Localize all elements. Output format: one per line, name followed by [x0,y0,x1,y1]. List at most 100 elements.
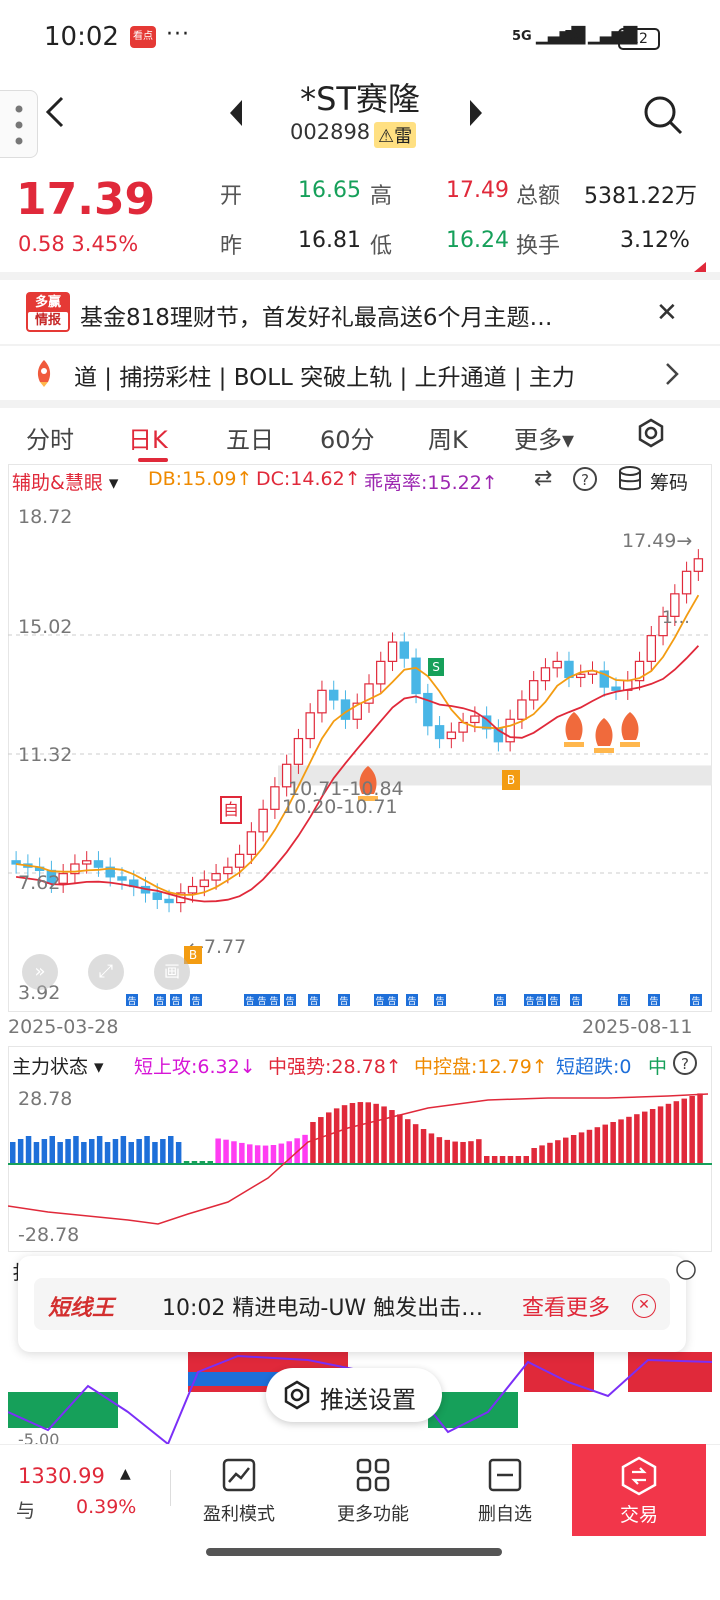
sub-bar [681,1098,687,1164]
current-price: 17.39 [16,174,156,225]
notice-marker-label: 告 [435,995,444,1007]
close-popup-icon[interactable]: ✕ [632,1294,656,1318]
tab-60min[interactable]: 60分 [320,426,375,454]
rocket-flame [564,742,584,747]
notice-marker-label: 告 [245,995,254,1007]
notice-marker-label: 告 [649,995,658,1007]
fast-forward-icon[interactable]: » [22,954,58,990]
database-icon[interactable] [618,466,642,492]
notification-card[interactable] [34,1278,670,1330]
price-change: 0.58 3.45% [18,232,139,256]
sub-bar [104,1142,111,1164]
svg-text:?: ? [581,471,589,489]
side-menu-handle[interactable] [0,90,38,158]
sub-bar [563,1137,569,1164]
sub-bar [365,1102,371,1164]
date-start: 2025-03-28 [8,1016,119,1038]
search-icon[interactable] [642,94,684,136]
settings-icon[interactable] [636,418,666,448]
sub-bar [112,1139,119,1164]
sub-bar [57,1142,63,1164]
sub-bar [460,1141,466,1164]
draw-icon[interactable]: 画 [154,954,190,990]
candle [223,866,233,875]
remove-watchlist-button[interactable]: 删自选 [478,1504,532,1525]
back-icon[interactable] [40,94,70,130]
swap-icon[interactable]: ⇄ [534,466,553,491]
help-icon-3[interactable] [676,1258,696,1282]
sub-bar [17,1139,24,1164]
sub-bar [420,1129,427,1164]
candle [164,898,174,904]
tab-five-day[interactable]: 五日 [226,426,274,454]
notice-marker [570,994,582,1006]
help-icon[interactable]: ? [572,466,598,492]
popup-more-link[interactable]: 查看更多 [522,1296,611,1321]
next-stock-icon[interactable] [466,98,486,128]
chart-trend-icon [222,1458,256,1492]
sub-bar [673,1101,680,1164]
sub-bar [326,1112,332,1164]
sub-bar [199,1161,206,1164]
candle [246,831,257,855]
y-label-2: 15.02 [18,616,73,638]
chevron-right-icon[interactable] [664,362,680,386]
candle [576,673,586,679]
fullscreen-icon[interactable]: ⤢ [88,954,124,990]
risk-tag[interactable]: ⚠雷 [374,122,417,148]
prev-stock-icon[interactable] [226,98,246,128]
tab-daily-k[interactable]: 日K [128,426,168,454]
popup-message[interactable]: 10:02 精进电动-UW 触发出击… [162,1296,484,1321]
candle [281,763,292,788]
notice-marker-label: 告 [269,995,278,1007]
sub-bar [49,1136,55,1164]
y-label-bottom: 3.92 [18,982,61,1004]
ad-banner-text[interactable]: 基金818理财节，首发好礼最高送6个月主题… [80,305,553,331]
sub-bar [278,1143,285,1164]
candle [552,660,562,669]
index-up-icon: ▲ [120,1466,131,1482]
notice-marker-label: 告 [309,995,318,1007]
sub-indicator-chart[interactable] [8,1046,712,1252]
ad-logo[interactable]: 多赢 情报 [26,292,70,332]
candle [399,641,410,659]
sub-bar [586,1129,593,1164]
signal-ticker[interactable]: 道 | 捕捞彩柱 | BOLL 突破上轨 | 上升通道 | 主力 [74,365,575,391]
more-functions-button[interactable]: 更多功能 [337,1504,409,1525]
sub-bar [689,1096,695,1164]
notice-marker [338,994,350,1006]
indicator-selector[interactable]: 辅助&慧眼 ▾ [12,472,119,494]
app-notification-icon: 看点 [130,26,156,48]
sub-bar [310,1122,316,1164]
home-indicator[interactable] [206,1548,502,1556]
sub-indicator-selector[interactable]: 主力状态 ▾ [12,1056,104,1078]
candle [270,786,280,810]
candle [646,635,657,662]
notice-marker-label: 告 [535,995,544,1007]
kline-chart[interactable] [8,464,712,1012]
sub-y-bottom: -28.78 [18,1224,80,1246]
sub-line [8,1093,709,1225]
chips-button[interactable]: 筹码 [650,472,689,494]
candle [93,860,104,868]
close-icon[interactable]: ✕ [656,298,678,328]
tab-more[interactable]: 更多▾ [514,426,575,454]
push-settings-label: 推送设置 [320,1386,416,1414]
tab-intraday[interactable]: 分时 [26,426,74,454]
notice-marker [386,994,398,1006]
profit-mode-button[interactable]: 盈利模式 [203,1504,275,1525]
sub-bar [468,1141,474,1164]
sub-bar [657,1106,664,1164]
notice-marker [126,994,138,1006]
push-settings-button[interactable] [266,1368,442,1422]
kline-plot[interactable]: 告告告告告告告告告告告告告告告告告告告告告告 [8,496,712,1012]
turnover-value: 3.12% [620,228,690,253]
sub-bar [539,1145,545,1164]
clock: 10:02 [44,22,119,52]
help-icon-2[interactable]: ? [672,1050,698,1076]
index-value[interactable]: 1330.99 [18,1464,105,1488]
battery-icon: 12 [618,28,660,50]
notice-marker [170,994,182,1006]
notice-marker [548,994,560,1006]
tab-weekly-k[interactable]: 周K [428,426,468,454]
